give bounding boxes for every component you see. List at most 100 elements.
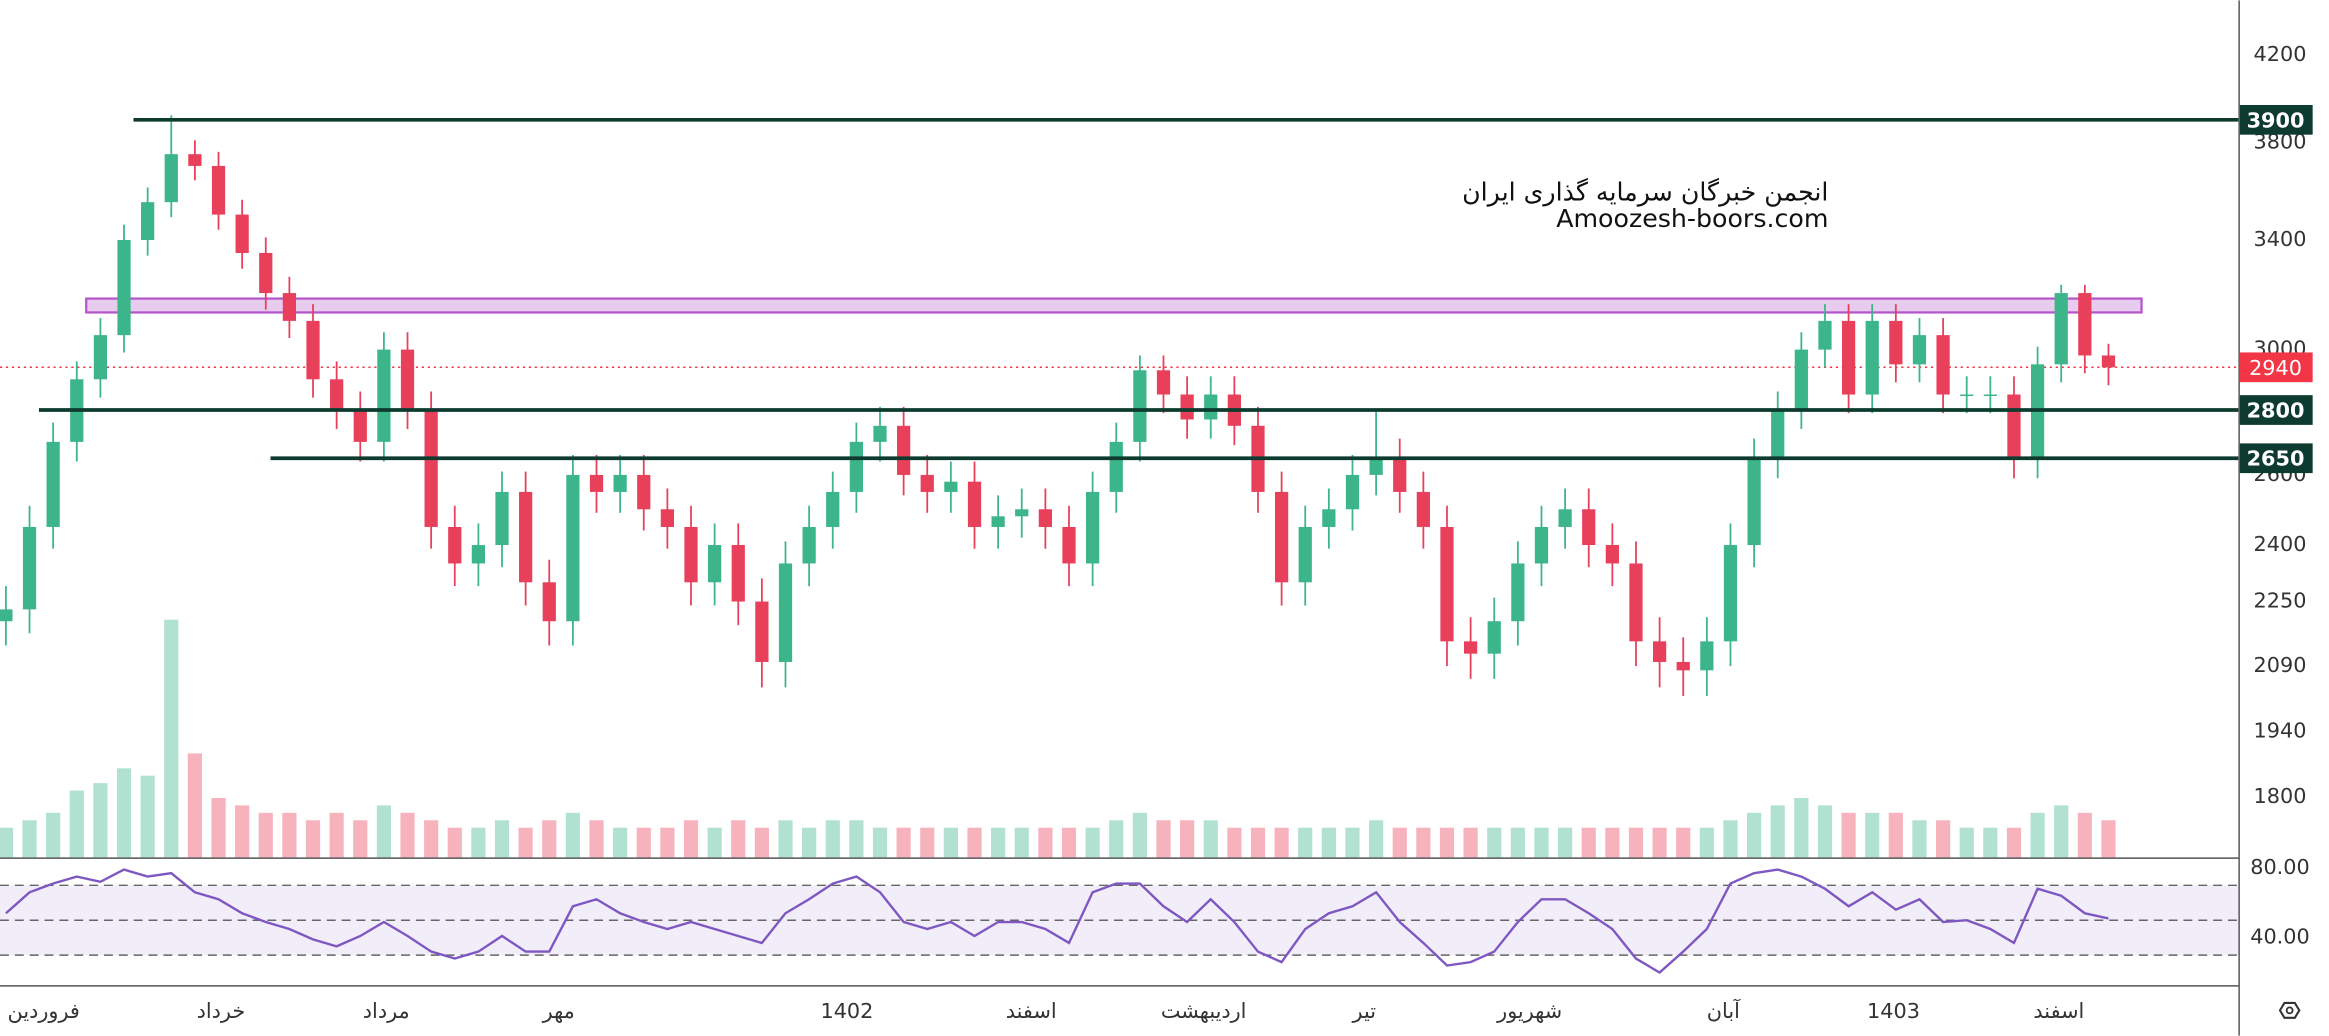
candle-body: [2101, 355, 2116, 368]
candle-body: [211, 165, 226, 215]
last-price-box: [2239, 352, 2313, 383]
volume-bar: [1038, 827, 1053, 858]
candle-body: [1204, 394, 1218, 420]
volume-bar: [400, 812, 415, 858]
volume-bar: [754, 827, 769, 858]
candle-body: [1345, 474, 1360, 510]
volume-bar: [1416, 827, 1431, 858]
volume-bar: [1203, 820, 1218, 858]
x-tick-label: آبان: [1707, 998, 1741, 1023]
level-label-box: [2239, 443, 2313, 474]
settings-icon[interactable]: [2278, 1001, 2301, 1019]
candle-body: [778, 563, 793, 662]
volume-bar: [1109, 820, 1124, 858]
volume-bar: [69, 790, 84, 858]
volume-bar: [2030, 812, 2045, 858]
volume-bar: [1132, 812, 1147, 858]
candle-body: [613, 474, 627, 492]
candle-body: [2078, 293, 2092, 356]
x-tick-label: 1403: [1867, 999, 1920, 1023]
volume-bar: [1250, 827, 1266, 858]
volume-bar: [1274, 827, 1289, 858]
y-tick-label: 1940: [2254, 718, 2307, 742]
level-label: 2800: [2247, 399, 2305, 423]
volume-bar: [1581, 827, 1596, 858]
volume-bar: [1369, 820, 1384, 858]
volume-bar: [1439, 827, 1455, 858]
candle-body: [448, 526, 462, 564]
candle-body: [1912, 335, 1927, 365]
level-label: 3900: [2247, 108, 2305, 132]
volume-bar: [1558, 827, 1573, 858]
icon-shape: [2285, 1006, 2294, 1015]
volume-bar: [424, 820, 439, 858]
candle-body: [1062, 526, 1076, 564]
candle-body: [849, 441, 863, 492]
volume-bar: [1321, 827, 1336, 858]
y-tick-label: 4200: [2254, 42, 2307, 66]
x-tick-label: فروردین: [8, 999, 80, 1023]
candle-body: [1605, 545, 1619, 564]
candle-body: [1652, 641, 1667, 662]
x-tick-label: مهر: [542, 999, 575, 1023]
volume-bar: [1463, 827, 1478, 858]
candle-body: [660, 509, 674, 527]
volume-bar: [46, 812, 61, 858]
candle-body: [117, 239, 131, 336]
volume-bar: [116, 768, 132, 858]
level-label-box: [2239, 395, 2313, 425]
candle-body: [897, 425, 911, 475]
candle-body: [1274, 491, 1289, 583]
x-tick-label: تیر: [1352, 999, 1377, 1023]
candle-body: [589, 474, 604, 492]
candle-body: [1463, 641, 1478, 654]
candle-body: [141, 202, 155, 240]
candle-body: [991, 516, 1005, 527]
volume-bar: [1605, 827, 1620, 858]
candle-body: [235, 214, 249, 253]
candle-body: [731, 545, 745, 602]
candle-body: [1440, 526, 1454, 642]
volume-bar: [329, 812, 344, 858]
volume-bar: [1652, 827, 1667, 858]
icon-shape: [2278, 1001, 2301, 1019]
volume-bar: [1534, 827, 1549, 858]
volume-bar: [235, 805, 250, 858]
volume-bar: [1510, 827, 1525, 858]
volume-bar: [1770, 805, 1785, 858]
candle-body: [1700, 641, 1714, 671]
volume-bar: [1723, 820, 1738, 858]
candle-body: [637, 474, 651, 510]
plot: [0, 115, 2239, 974]
volume-bar: [1794, 797, 1809, 858]
candle-body: [377, 349, 391, 442]
candle-body: [495, 491, 509, 546]
volume-bar: [1959, 827, 1974, 858]
volume-bar: [660, 827, 675, 858]
volume-bar: [494, 820, 510, 858]
candle-body: [1841, 320, 1856, 395]
candle-body: [0, 609, 13, 622]
candle-body: [1960, 394, 1974, 397]
candle-body: [1794, 349, 1808, 411]
candle-body: [188, 154, 202, 166]
volume-bar: [2006, 827, 2022, 858]
volume-bar: [187, 753, 202, 858]
candle-body: [306, 320, 320, 380]
volume-bar: [1983, 827, 1998, 858]
volume-bar: [140, 775, 155, 858]
volume-bar: [0, 827, 13, 858]
candle-body: [967, 481, 982, 527]
volume-bar: [1676, 827, 1691, 858]
candle-body: [1156, 370, 1171, 395]
candle-body: [920, 474, 934, 492]
candle-body: [1865, 320, 1879, 395]
volume-bar: [164, 619, 179, 858]
volume-bar: [613, 827, 628, 858]
candle-body: [1133, 370, 1147, 442]
candle-body: [1771, 410, 1785, 459]
candle-body: [1983, 394, 1997, 397]
candle-body: [873, 425, 887, 442]
